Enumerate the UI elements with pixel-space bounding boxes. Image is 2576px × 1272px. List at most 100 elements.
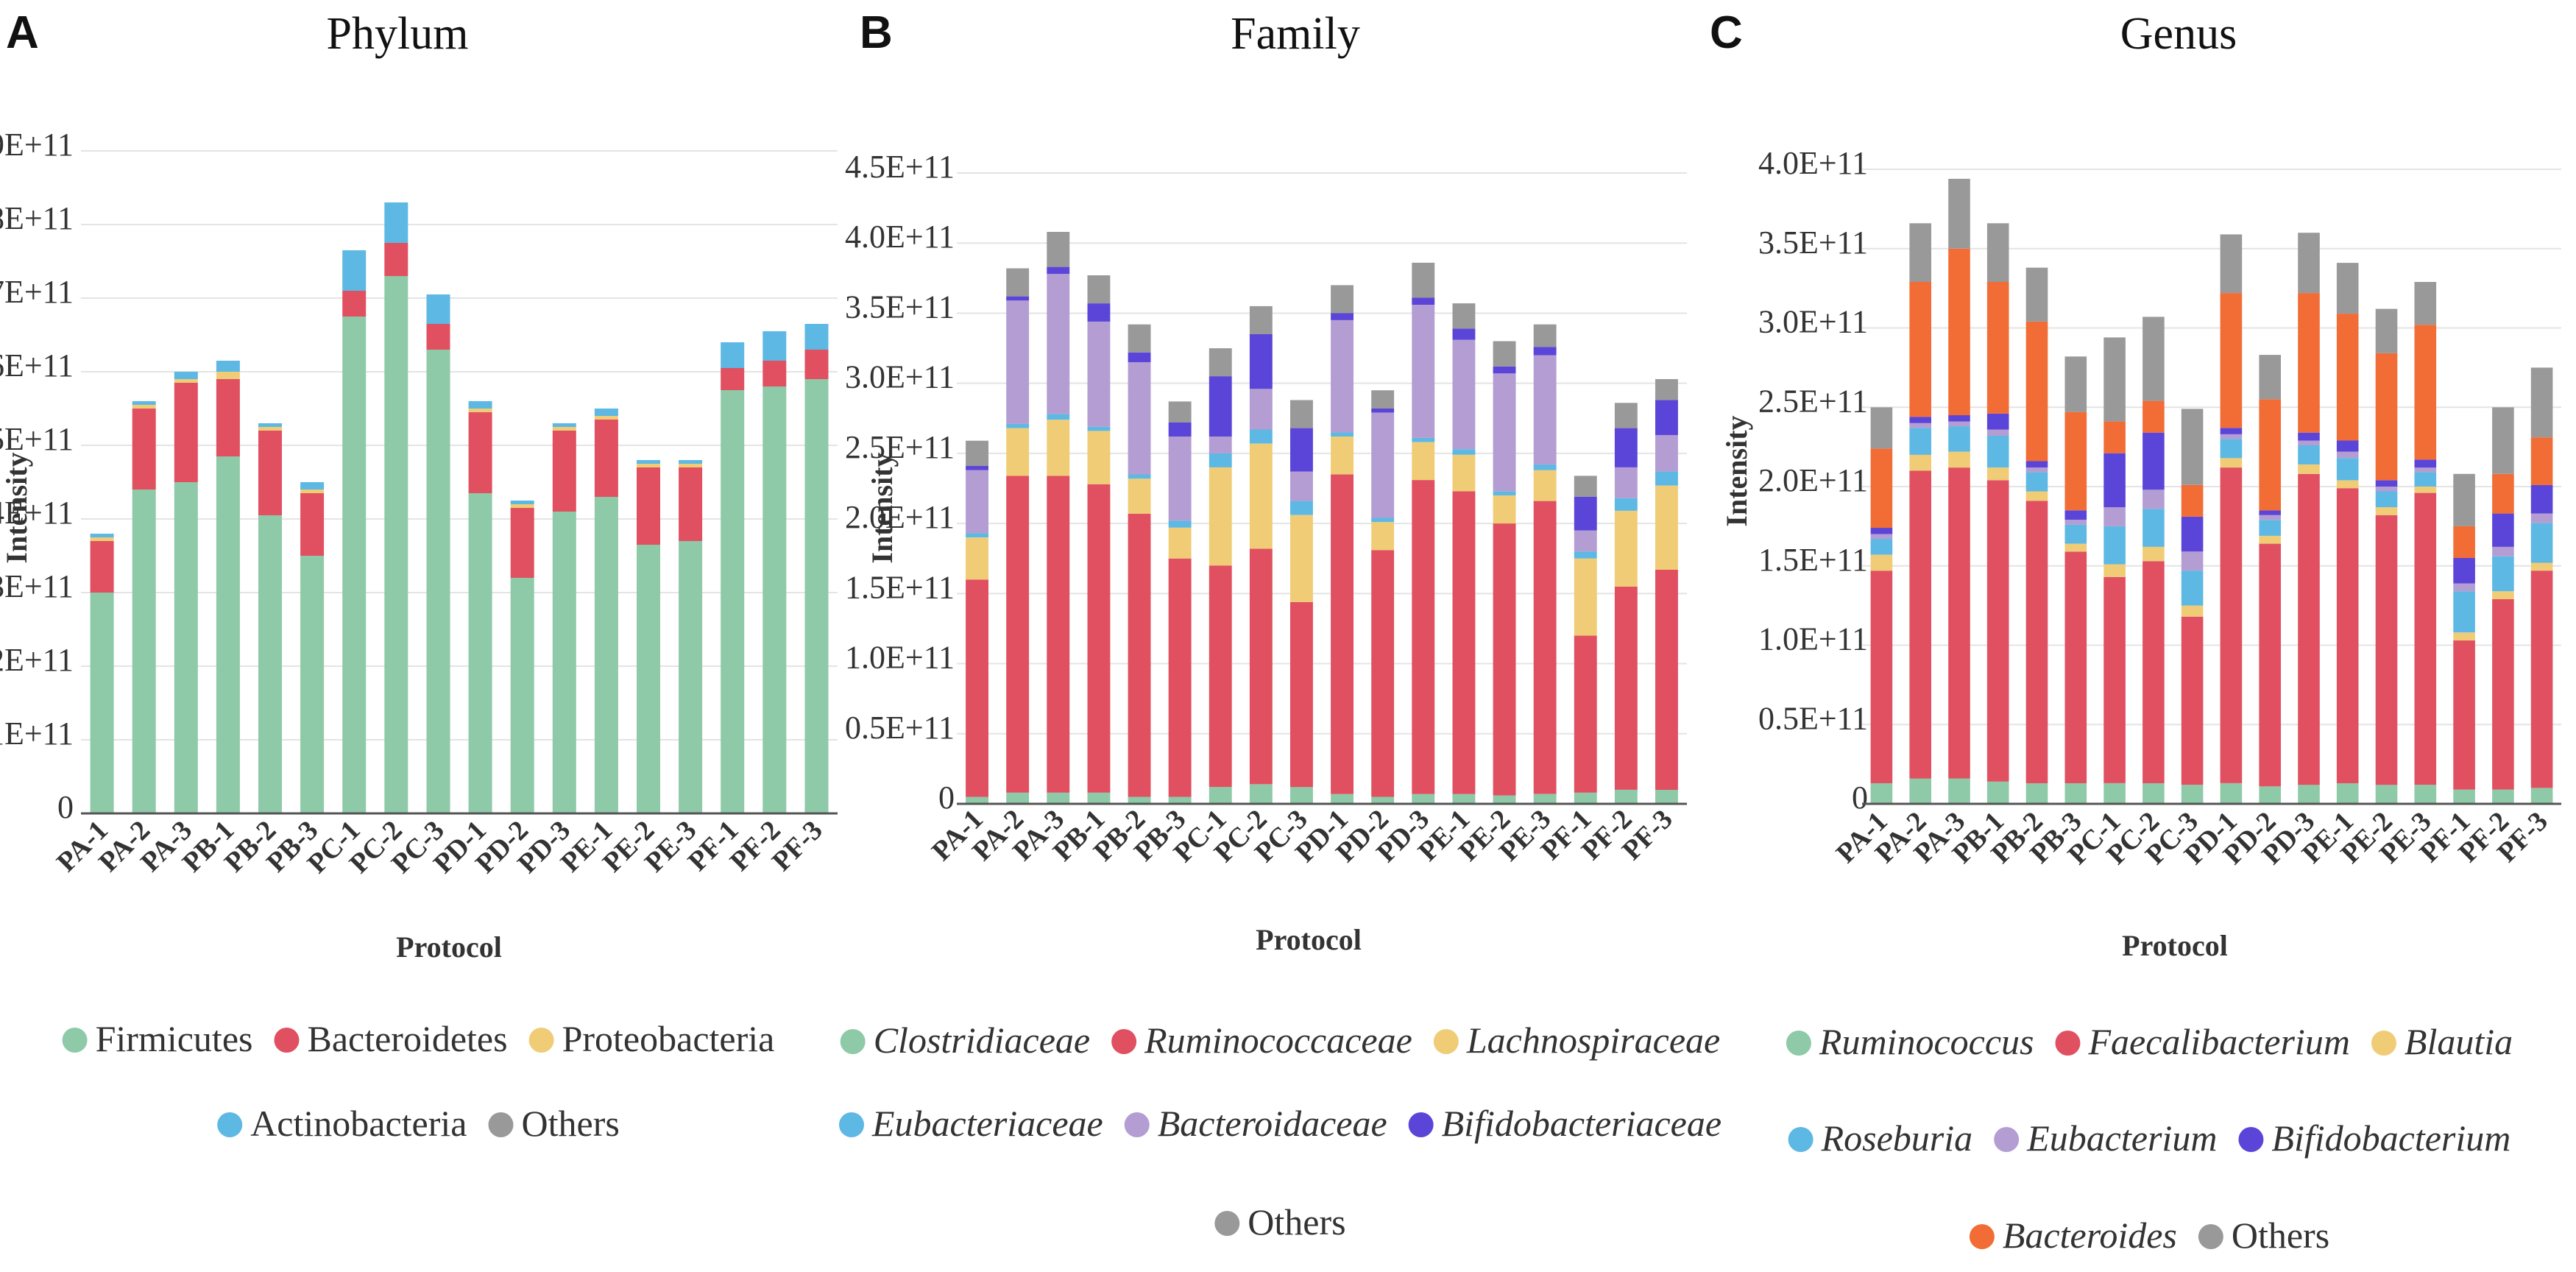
panel-letter: C [1710, 7, 1743, 58]
y-tick-label: 0.5E+11 [1758, 700, 1868, 736]
bar-segment-pa-2-bifidobacteriaceae [1006, 296, 1030, 301]
bar-segment-pb-2-clostridiaceae [1128, 796, 1151, 804]
legend-label: Blautia [2405, 1021, 2513, 1062]
bar-segment-pe-2-roseburia [2375, 491, 2398, 507]
bar-segment-pf-2-others [1614, 403, 1638, 428]
x-tick-labels: PA-1PA-2PA-3PB-1PB-2PB-3PC-1PC-2PC-3PD-1… [51, 815, 829, 880]
bar-segment-pb-3-bifidobacteriaceae [1168, 423, 1192, 437]
bar-segment-pe-3-others [2414, 282, 2437, 325]
y-tick-label: 0.5E+11 [845, 710, 955, 746]
panel-phylum: A Phylum 0 1E+11 2E+11 3E+11 4E+11 5E+11 6E+11 7E… [0, 7, 838, 1144]
bar-segment-pa-3-bifidobacteriaceae [1047, 266, 1070, 275]
bar-segment-pe-1-clostridiaceae [1452, 794, 1476, 804]
y-tick-label: 1.5E+11 [845, 569, 955, 605]
bar-segment-pe-2-ruminococcus [2375, 785, 2398, 804]
bar-segment-pd-2-firmicutes [510, 578, 534, 813]
bar-segment-pd-3-bifidobacteriaceae [1412, 297, 1435, 305]
bar-segment-pd-1-bifidobacterium [2220, 428, 2243, 434]
bar-segment-pc-2-bacteroidetes [384, 243, 408, 276]
bar-segment-pc-2-bifidobacterium [2142, 432, 2165, 490]
y-tick-label: 2.5E+11 [845, 429, 955, 465]
bar-segment-pe-2-bifidobacteriaceae [1493, 366, 1516, 374]
bar-segment-pe-3-ruminococcus [2414, 785, 2437, 804]
bar-segment-pb-2-firmicutes [258, 515, 282, 813]
y-tick-label: 4.0E+11 [1758, 145, 1868, 181]
bar-segment-pd-2-ruminococcus [2259, 786, 2281, 804]
bar-segment-pd-1-eubacterium [2220, 434, 2243, 439]
bar-segment-pd-1-firmicutes [468, 493, 492, 813]
bar-segment-pb-2-bifidobacteriaceae [1128, 352, 1151, 363]
bar-segment-pc-2-bifidobacteriaceae [1249, 334, 1273, 389]
bar-segment-pb-3-others [1168, 401, 1192, 423]
legend-swatch [1786, 1031, 1811, 1056]
bar-segment-pb-3-actinobacteria [300, 482, 325, 490]
bar-segment-pb-2-actinobacteria [258, 423, 282, 427]
legend-label: Others [1248, 1201, 1345, 1243]
legend-swatch [1969, 1224, 1995, 1249]
bar-segment-pf-1-clostridiaceae [1574, 792, 1597, 804]
y-tick-label: 0 [1852, 780, 1868, 816]
legend-item-lachnospiraceae: Lachnospiraceae [1433, 1020, 1720, 1061]
legend-row: Firmicutes Bacteroidetes Proteobacteria [62, 1018, 774, 1059]
legend-swatch [2198, 1224, 2223, 1249]
bars [1870, 178, 2553, 804]
bar-segment-pa-2-firmicutes [132, 490, 156, 813]
bar-segment-pa-1-faecalibacterium [1870, 570, 1893, 783]
bar-segment-pb-1-others [1087, 275, 1111, 304]
y-tick-label: 3.0E+11 [1758, 304, 1868, 340]
panel-letter: A [6, 7, 39, 58]
bar-segment-pb-1-bacteroidaceae [1087, 321, 1111, 427]
bar-segment-pf-2-bacteroidetes [762, 361, 787, 386]
legend-item-bacteroidetes: Bacteroidetes [274, 1018, 508, 1059]
bar-segment-pd-1-bacteroidetes [468, 412, 492, 493]
bar-segment-pc-3-ruminococcus [2181, 785, 2204, 804]
bar-segment-pa-1-eubacterium [1870, 534, 1893, 540]
bar-segment-pc-2-eubacteriaceae [1249, 429, 1273, 444]
bar-segment-pc-3-others [2181, 409, 2204, 485]
bar-segment-pa-1-bacteroidetes [90, 541, 114, 593]
bar-segment-pc-3-bifidobacterium [2181, 516, 2204, 552]
y-tick-label: 3.0E+11 [845, 359, 955, 395]
bar-segment-pb-1-faecalibacterium [1986, 480, 2009, 782]
bar-segment-pf-3-lachnospiraceae [1655, 485, 1678, 570]
bar-segment-pd-2-eubacterium [2259, 515, 2281, 520]
bar-segment-pc-3-faecalibacterium [2181, 616, 2204, 785]
bar-segment-pf-3-others [2530, 367, 2553, 438]
bar-segment-pd-3-blautia [2298, 464, 2320, 474]
bar-segment-pf-1-eubacteriaceae [1574, 551, 1597, 559]
bar-segment-pe-2-firmicutes [637, 545, 660, 813]
bar-segment-pd-1-ruminococcaceae [1331, 474, 1354, 794]
bar-segment-pa-1-blautia [1870, 554, 1893, 571]
bar-segment-pf-1-bacteroidetes [721, 368, 745, 390]
bar-segment-pe-1-bifidobacteriaceae [1452, 328, 1476, 340]
bar-segment-pc-2-faecalibacterium [2142, 561, 2165, 783]
y-tick-label: 3E+11 [0, 568, 74, 604]
bar-segment-pa-2-eubacteriaceae [1006, 423, 1030, 428]
bar-segment-pb-1-roseburia [1986, 436, 2009, 468]
bar-segment-pd-3-proteobacteria [552, 427, 576, 431]
bar-segment-pd-3-eubacterium [2298, 440, 2320, 445]
legend-label: Eubacteriaceae [871, 1103, 1103, 1144]
bar-segment-pe-1-actinobacteria [594, 409, 618, 416]
bar-segment-pf-1-firmicutes [721, 390, 745, 813]
bar-segment-pa-1-bifidobacterium [1870, 528, 1893, 534]
bar-segment-pa-2-roseburia [1909, 428, 1931, 455]
y-tick-labels: 0 1E+11 2E+11 3E+11 4E+11 5E+11 6E+11 7E+11 8E+1… [0, 127, 74, 825]
y-tick-label: 4.5E+11 [845, 149, 955, 185]
bar-segment-pd-1-faecalibacterium [2220, 467, 2243, 783]
bar-segment-pd-2-bifidobacteriaceae [1371, 408, 1395, 413]
bar-segment-pe-1-ruminococcus [2336, 783, 2359, 804]
legend-item-firmicutes: Firmicutes [62, 1018, 252, 1059]
bar-segment-pf-2-faecalibacterium [2492, 599, 2514, 790]
bar-segment-pd-3-roseburia [2298, 445, 2320, 464]
bar-segment-pb-2-bacteroidaceae [1128, 362, 1151, 475]
bar-segment-pc-1-actinobacteria [342, 250, 367, 291]
bar-segment-pf-3-ruminococcus [2530, 788, 2553, 804]
bar-segment-pd-1-actinobacteria [468, 401, 492, 409]
panel-letter: B [860, 7, 893, 58]
bar-segment-pb-3-ruminococcus [2064, 783, 2087, 804]
bar-segment-pc-1-eubacterium [2103, 507, 2126, 526]
legend-swatch [839, 1112, 864, 1137]
y-tick-label: 5E+11 [0, 421, 74, 457]
